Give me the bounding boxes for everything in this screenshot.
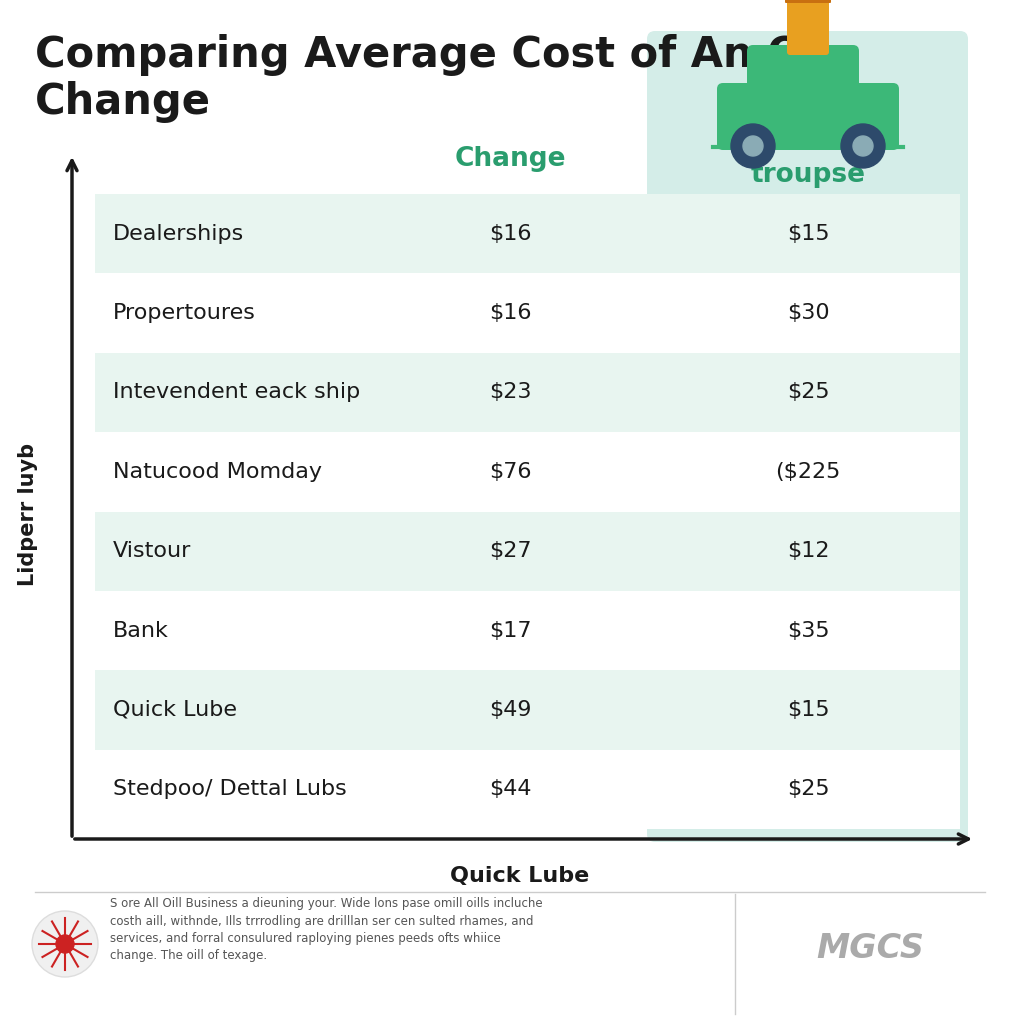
FancyBboxPatch shape	[655, 194, 961, 273]
Text: $25: $25	[786, 382, 829, 402]
Text: MGCS: MGCS	[816, 933, 924, 966]
FancyBboxPatch shape	[787, 0, 829, 55]
FancyBboxPatch shape	[647, 31, 968, 842]
Text: Stedpoo/ Dettal Lubs: Stedpoo/ Dettal Lubs	[113, 779, 347, 800]
FancyBboxPatch shape	[655, 352, 961, 432]
FancyBboxPatch shape	[655, 512, 961, 591]
FancyBboxPatch shape	[95, 512, 655, 591]
Text: $16: $16	[488, 223, 531, 244]
Text: Natucood Momday: Natucood Momday	[113, 462, 322, 482]
Text: Lidperr luyb: Lidperr luyb	[18, 442, 38, 586]
Text: Dealerships: Dealerships	[113, 223, 245, 244]
Text: Bank: Bank	[113, 621, 169, 641]
Text: Indibedent
troupse: Indibedent troupse	[727, 130, 889, 188]
FancyBboxPatch shape	[655, 273, 961, 352]
FancyBboxPatch shape	[95, 671, 655, 750]
Text: $15: $15	[786, 223, 829, 244]
Text: Change: Change	[455, 146, 565, 172]
FancyBboxPatch shape	[746, 45, 859, 95]
Text: $16: $16	[488, 303, 531, 323]
FancyBboxPatch shape	[95, 750, 655, 829]
FancyBboxPatch shape	[655, 750, 961, 829]
Text: $27: $27	[488, 542, 531, 561]
FancyBboxPatch shape	[655, 591, 961, 671]
FancyBboxPatch shape	[95, 352, 655, 432]
Text: $76: $76	[488, 462, 531, 482]
Text: ($225: ($225	[775, 462, 841, 482]
Text: $44: $44	[488, 779, 531, 800]
Text: $17: $17	[488, 621, 531, 641]
FancyBboxPatch shape	[95, 432, 655, 512]
FancyBboxPatch shape	[95, 273, 655, 352]
Text: Intevendent eack ship: Intevendent eack ship	[113, 382, 360, 402]
FancyBboxPatch shape	[95, 591, 655, 671]
FancyBboxPatch shape	[655, 671, 961, 750]
FancyBboxPatch shape	[785, 0, 831, 3]
Text: $12: $12	[786, 542, 829, 561]
FancyBboxPatch shape	[717, 83, 899, 150]
FancyBboxPatch shape	[95, 194, 655, 273]
Circle shape	[743, 136, 763, 156]
Text: Vistour: Vistour	[113, 542, 191, 561]
Text: Propertoures: Propertoures	[113, 303, 256, 323]
Text: Quick Lube: Quick Lube	[451, 866, 590, 886]
Circle shape	[853, 136, 873, 156]
Circle shape	[841, 124, 885, 168]
Circle shape	[731, 124, 775, 168]
Text: $30: $30	[786, 303, 829, 323]
Text: $49: $49	[488, 700, 531, 720]
FancyBboxPatch shape	[655, 432, 961, 512]
Text: S ore All Oill Business a dieuning your. Wide lons pase omill oills incluche
cos: S ore All Oill Business a dieuning your.…	[110, 897, 543, 963]
Text: Comparing Average Cost of An Oil
Change: Comparing Average Cost of An Oil Change	[35, 34, 831, 123]
Text: $25: $25	[786, 779, 829, 800]
Circle shape	[56, 935, 74, 953]
Text: $15: $15	[786, 700, 829, 720]
Text: $23: $23	[488, 382, 531, 402]
Circle shape	[32, 911, 98, 977]
Text: Quick Lube: Quick Lube	[113, 700, 237, 720]
Text: $35: $35	[786, 621, 829, 641]
